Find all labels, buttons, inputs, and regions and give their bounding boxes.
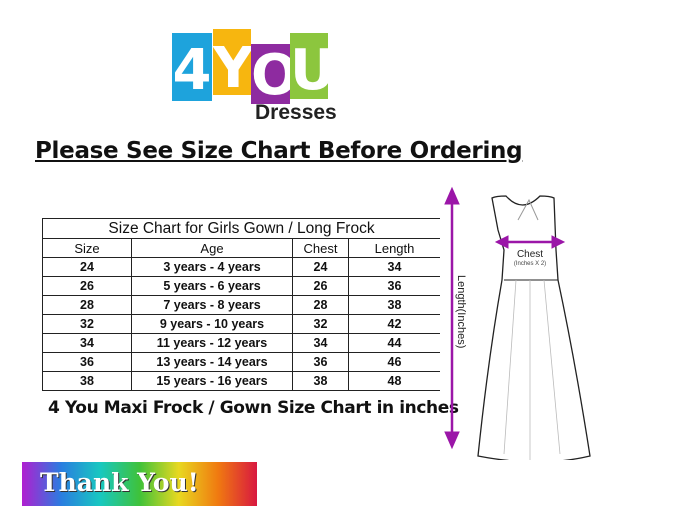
heading: Please See Size Chart Before Ordering — [35, 138, 523, 164]
table-cell: 34 — [42, 333, 132, 353]
logo-letter-y: Y — [213, 29, 254, 97]
col-header: Chest — [292, 238, 349, 258]
table-cell: 7 years - 8 years — [131, 295, 293, 315]
table-row: 32 9 years - 10 years 32 42 — [42, 314, 440, 334]
table-cell: 48 — [348, 371, 440, 391]
table-cell: 34 — [292, 333, 349, 353]
table-cell: 24 — [292, 257, 349, 277]
table-cell: 38 — [292, 371, 349, 391]
size-chart-table: Size Chart for Girls Gown / Long Frock S… — [42, 218, 440, 391]
table-cell: 5 years - 6 years — [131, 276, 293, 296]
table-cell: 46 — [348, 352, 440, 372]
table-cell: 28 — [292, 295, 349, 315]
chest-note: (Inches X 2) — [514, 261, 546, 267]
table-row: 36 13 years - 14 years 36 46 — [42, 352, 440, 372]
col-header: Age — [131, 238, 293, 258]
table-cell: 26 — [292, 276, 349, 296]
table-row: 38 15 years - 16 years 38 48 — [42, 371, 440, 391]
length-label: Length(Inches) — [455, 275, 467, 348]
logo-letter-4: 4 — [172, 33, 212, 101]
caption: 4 You Maxi Frock / Gown Size Chart in in… — [48, 398, 459, 418]
table-cell: 34 — [348, 257, 440, 277]
table-cell: 36 — [42, 352, 132, 372]
table-cell: 26 — [42, 276, 132, 296]
thank-you-text: Thank You! — [40, 468, 199, 497]
logo-subtitle: Dresses — [255, 101, 337, 124]
table-cell: 38 — [348, 295, 440, 315]
col-header: Length — [348, 238, 440, 258]
table-cell: 36 — [292, 352, 349, 372]
col-header: Size — [42, 238, 132, 258]
table-cell: 9 years - 10 years — [131, 314, 293, 334]
table-row: 28 7 years - 8 years 28 38 — [42, 295, 440, 315]
thank-you-banner: Thank You! — [22, 462, 257, 506]
dress-diagram: Length(Inches) Chest (Inches X 2) — [444, 186, 591, 460]
table-cell: 38 — [42, 371, 132, 391]
chest-label: Chest — [517, 249, 543, 260]
table-cell: 28 — [42, 295, 132, 315]
table-cell: 36 — [348, 276, 440, 296]
table-row: 24 3 years - 4 years 24 34 — [42, 257, 440, 277]
table-title: Size Chart for Girls Gown / Long Frock — [42, 218, 440, 239]
table-cell: 24 — [42, 257, 132, 277]
table-cell: 32 — [42, 314, 132, 334]
length-arrow — [444, 186, 460, 450]
table-cell: 44 — [348, 333, 440, 353]
table-cell: 15 years - 16 years — [131, 371, 293, 391]
logo-letter-o: O — [251, 43, 299, 108]
table-row: 34 11 years - 12 years 34 44 — [42, 333, 440, 353]
table-cell: 42 — [348, 314, 440, 334]
table-row: 26 5 years - 6 years 26 36 — [42, 276, 440, 296]
table-cell: 11 years - 12 years — [131, 333, 293, 353]
logo-letter-u: U — [290, 33, 335, 99]
table-cell: 13 years - 14 years — [131, 352, 293, 372]
table-cell: 3 years - 4 years — [131, 257, 293, 277]
dress-outline — [477, 195, 591, 460]
chest-arrow — [494, 235, 566, 249]
table-cell: 32 — [292, 314, 349, 334]
